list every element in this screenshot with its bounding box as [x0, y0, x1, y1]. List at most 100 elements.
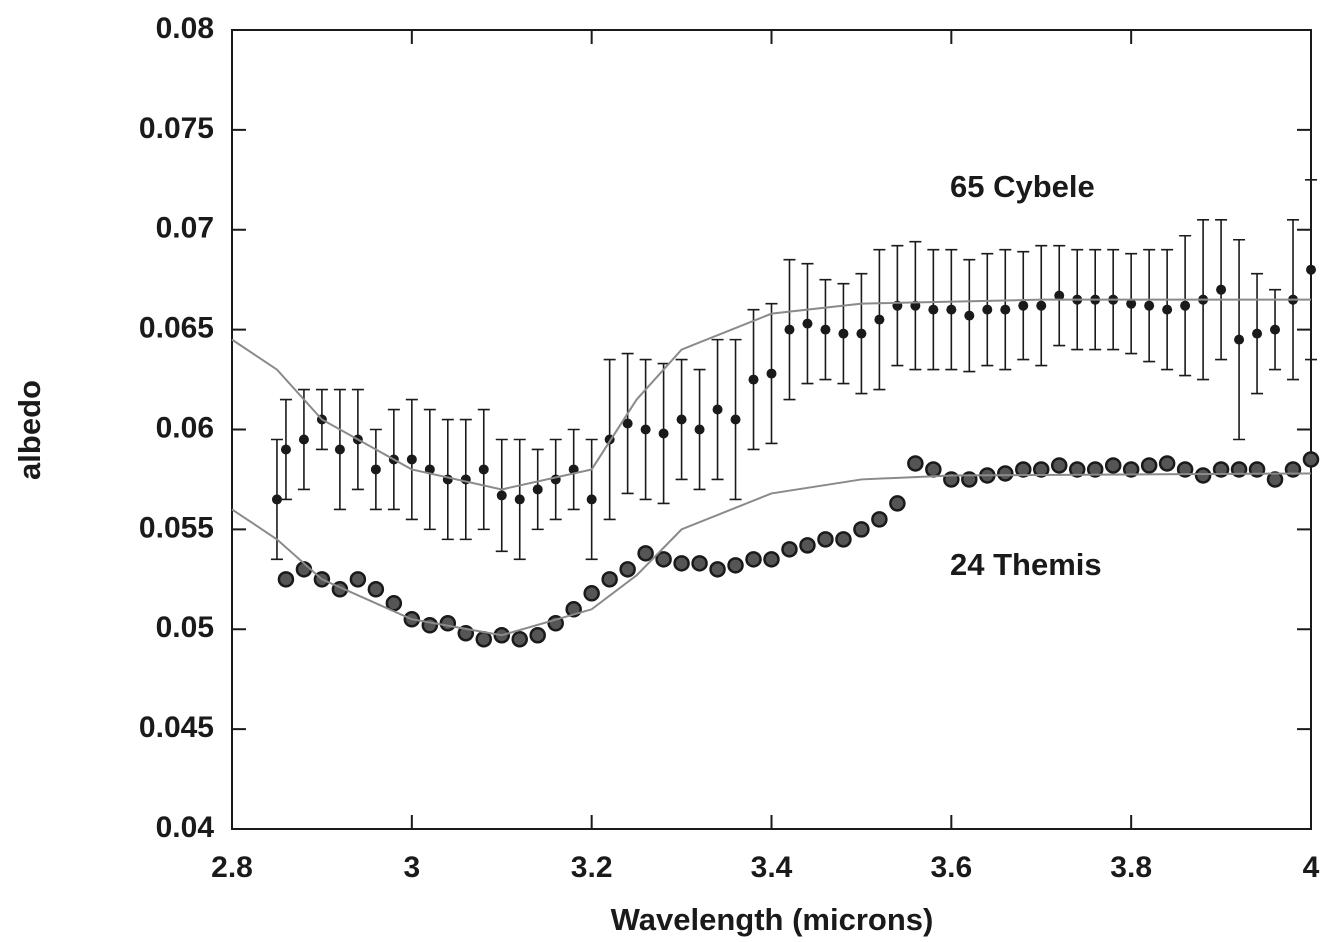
point	[1033, 461, 1050, 478]
point	[907, 455, 924, 472]
point	[349, 571, 367, 588]
point	[640, 424, 651, 435]
point	[817, 531, 834, 548]
point	[763, 551, 780, 568]
point	[1036, 300, 1047, 311]
point	[1306, 264, 1316, 275]
point	[1194, 467, 1212, 484]
point	[1252, 328, 1263, 339]
point	[694, 424, 705, 435]
model-line	[231, 298, 1311, 491]
point	[280, 444, 291, 455]
model-line	[231, 472, 1312, 637]
point	[1086, 461, 1104, 478]
annotation: 65 Cybele	[950, 169, 1095, 204]
point	[730, 414, 741, 425]
y-tick-label: 0.05	[156, 611, 214, 644]
point	[691, 555, 708, 572]
point	[511, 630, 528, 648]
point	[1126, 298, 1137, 309]
point	[532, 484, 543, 495]
point	[1234, 334, 1245, 345]
point	[889, 495, 906, 512]
point	[982, 304, 993, 315]
point	[1122, 461, 1140, 478]
point	[622, 418, 633, 429]
point	[1302, 451, 1320, 468]
point	[367, 581, 385, 598]
point	[478, 464, 489, 475]
point	[421, 617, 439, 634]
point	[586, 494, 597, 505]
x-axis-label: Wavelength (microns)	[611, 902, 934, 937]
point	[781, 541, 798, 558]
point	[1000, 304, 1011, 315]
point	[658, 428, 669, 439]
point	[727, 557, 744, 574]
x-tick-label: 3.4	[751, 851, 793, 884]
x-tick-label: 3	[403, 851, 420, 884]
y-axis-label: albedo	[12, 380, 47, 480]
point	[946, 304, 957, 315]
y-tick-label: 0.045	[139, 711, 214, 744]
point	[766, 368, 777, 379]
point	[1266, 471, 1284, 488]
y-tick-label: 0.065	[139, 312, 214, 345]
point	[583, 585, 600, 602]
point	[676, 414, 687, 425]
point	[1176, 461, 1194, 478]
point	[997, 465, 1014, 482]
point	[1068, 461, 1086, 478]
point	[334, 444, 345, 455]
point	[745, 551, 762, 568]
point	[637, 545, 654, 562]
point	[928, 304, 939, 315]
point	[1180, 300, 1191, 311]
point	[673, 555, 690, 572]
point	[1144, 300, 1155, 311]
point	[370, 464, 381, 475]
x-tick-label: 3.6	[930, 851, 972, 884]
point	[271, 494, 282, 505]
y-tick-label: 0.04	[156, 811, 215, 844]
point	[1104, 457, 1122, 474]
point	[601, 571, 618, 588]
point	[406, 454, 417, 465]
point	[1140, 457, 1158, 474]
x-tick-label: 3.8	[1110, 851, 1152, 884]
point	[835, 531, 852, 548]
point	[298, 434, 309, 445]
point	[439, 615, 457, 632]
x-tick-label: 2.8	[211, 851, 253, 884]
point	[514, 494, 525, 505]
point	[925, 461, 942, 478]
y-tick-label: 0.07	[156, 212, 214, 245]
point	[1270, 324, 1281, 335]
point	[529, 626, 546, 644]
point	[475, 630, 493, 648]
y-tick-label: 0.055	[139, 511, 214, 544]
point	[1018, 300, 1029, 311]
point	[655, 551, 672, 568]
point	[784, 324, 795, 335]
point	[277, 571, 295, 588]
point	[802, 318, 813, 329]
annotation: 24 Themis	[950, 547, 1102, 582]
point	[1054, 290, 1065, 301]
point	[853, 521, 870, 538]
point	[1216, 284, 1227, 295]
y-tick-label: 0.06	[156, 411, 214, 444]
point	[496, 490, 507, 501]
point	[1050, 457, 1068, 474]
point	[874, 314, 885, 325]
x-tick-label: 3.2	[571, 851, 613, 884]
point	[964, 310, 975, 321]
x-tick-label: 4	[1303, 851, 1320, 884]
point	[712, 404, 723, 415]
y-tick-label: 0.075	[139, 112, 214, 145]
point	[856, 328, 867, 339]
point	[1015, 461, 1032, 478]
point	[619, 561, 636, 578]
point	[820, 324, 831, 335]
